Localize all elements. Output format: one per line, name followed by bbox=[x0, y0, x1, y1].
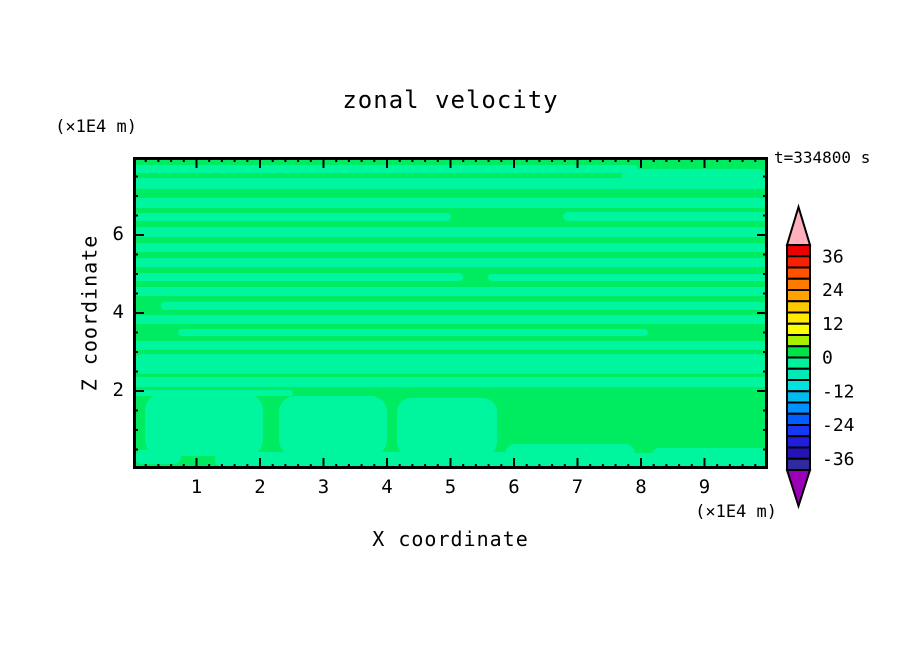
colorbar-segment bbox=[786, 446, 811, 460]
colorbar-segment bbox=[786, 412, 811, 426]
x-tick-label: 9 bbox=[698, 476, 711, 498]
colorbar-segment bbox=[786, 435, 811, 449]
colorbar-segment bbox=[786, 289, 811, 303]
colorbar-segment bbox=[786, 367, 811, 381]
colorbar-label: -24 bbox=[822, 415, 855, 436]
colorbar-label: 24 bbox=[822, 280, 844, 301]
contour-band-streak bbox=[161, 302, 768, 310]
contour-band-streak bbox=[133, 341, 768, 350]
contour-band-streak bbox=[133, 178, 768, 189]
contour-band-streak bbox=[488, 274, 768, 281]
x-axis-unit-label: (×1E4 m) bbox=[695, 502, 777, 522]
x-tick-label: 6 bbox=[508, 476, 520, 498]
y-tick-label: 2 bbox=[112, 379, 124, 401]
contour-band-cell bbox=[145, 394, 263, 456]
y-axis-unit-label: (×1E4 m) bbox=[55, 117, 137, 137]
colorbar-segment bbox=[786, 311, 811, 325]
colorbar-segment bbox=[786, 424, 811, 438]
colorbar-under-arrow bbox=[785, 469, 812, 510]
contour-band-streak bbox=[178, 329, 648, 336]
contour-plot bbox=[133, 157, 768, 469]
x-tick-label: 7 bbox=[571, 476, 584, 498]
contour-band-streak bbox=[133, 315, 768, 324]
x-axis-title: X coordinate bbox=[372, 527, 529, 551]
colorbar-label: 12 bbox=[822, 314, 844, 335]
y-tick-label: 4 bbox=[112, 301, 124, 323]
contour-band-streak bbox=[133, 165, 638, 173]
contour-band-cell bbox=[551, 453, 768, 466]
colorbar-segment bbox=[786, 457, 811, 471]
colorbar-label: 0 bbox=[822, 348, 833, 369]
colorbar-segment bbox=[786, 300, 811, 314]
contour-band-streak bbox=[133, 273, 463, 281]
colorbar-segment bbox=[786, 379, 811, 393]
contour-band-cell bbox=[279, 396, 387, 456]
colorbar: 36 24 12 0 -12 -24 -36 bbox=[785, 203, 855, 510]
contour-band-streak bbox=[133, 377, 768, 387]
x-tick-label: 4 bbox=[381, 476, 393, 498]
contour-band-streak bbox=[133, 287, 768, 296]
plot-title: zonal velocity bbox=[342, 86, 559, 114]
x-tick-label: 2 bbox=[254, 476, 266, 498]
colorbar-segment bbox=[786, 322, 811, 336]
x-tick-label: 1 bbox=[190, 476, 203, 498]
colorbar-segment bbox=[786, 356, 811, 370]
colorbar-segment bbox=[786, 266, 811, 280]
contour-band-streak bbox=[133, 243, 768, 252]
contour-band-streak bbox=[563, 212, 768, 221]
colorbar-segment bbox=[786, 345, 811, 359]
x-tick-label: 3 bbox=[317, 476, 330, 498]
contour-band-cell bbox=[397, 398, 497, 456]
plot-border bbox=[133, 157, 768, 469]
time-annotation: t=334800 s bbox=[774, 148, 871, 167]
contour-band-streak bbox=[133, 227, 768, 237]
colorbar-segment bbox=[786, 277, 811, 291]
x-tick-label: 5 bbox=[444, 476, 457, 498]
colorbar-segment bbox=[786, 244, 811, 258]
y-tick-label: 6 bbox=[112, 223, 124, 245]
contour-band-streak bbox=[133, 258, 768, 267]
contour-band-streak bbox=[133, 354, 768, 374]
contour-band-cell bbox=[135, 450, 181, 464]
x-tick-label: 8 bbox=[635, 476, 647, 498]
colorbar-label: 36 bbox=[822, 246, 844, 267]
colorbar-label: -12 bbox=[822, 381, 855, 402]
contour-band-streak bbox=[133, 198, 768, 208]
contour-band-cell bbox=[215, 452, 523, 466]
colorbar-segment bbox=[786, 255, 811, 269]
contour-band-streak bbox=[133, 213, 451, 221]
colorbar-over-arrow bbox=[785, 203, 812, 246]
colorbar-segment bbox=[786, 334, 811, 348]
colorbar-label: -36 bbox=[822, 449, 855, 470]
colorbar-segment bbox=[786, 390, 811, 404]
colorbar-segment bbox=[786, 401, 811, 415]
